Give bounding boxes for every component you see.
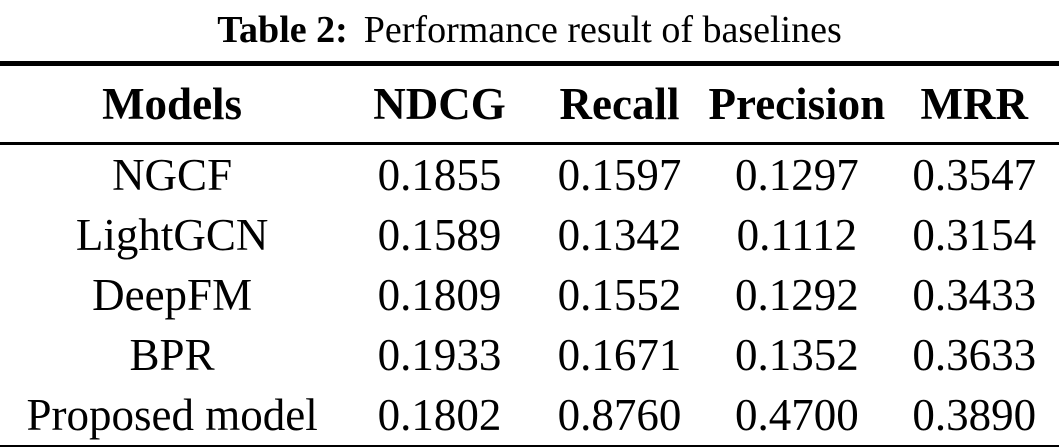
table-caption-text: Performance result of baselines bbox=[363, 9, 842, 51]
column-header-mrr: MRR bbox=[889, 63, 1059, 145]
model-name-cell: BPR bbox=[129, 330, 215, 380]
table-caption: Table 2: Performance result of baselines bbox=[0, 0, 1059, 61]
metric-cell: 0.1292 bbox=[735, 270, 859, 320]
table-row-lightgcn: LightGCN 0.1589 0.1342 0.1112 0.3154 bbox=[0, 205, 1059, 265]
results-table: Models NDCG Recall Precision MRR NGCF 0.… bbox=[0, 61, 1059, 447]
table-caption-label: Table 2: bbox=[217, 9, 348, 51]
model-name-cell: Proposed model bbox=[26, 390, 318, 440]
model-name-cell: DeepFM bbox=[92, 270, 253, 320]
metric-cell: 0.1342 bbox=[557, 210, 682, 260]
model-name-cell: NGCF bbox=[112, 150, 233, 200]
metric-cell: 0.3547 bbox=[912, 150, 1037, 200]
table-row-deepfm: DeepFM 0.1809 0.1552 0.1292 0.3433 bbox=[0, 265, 1059, 325]
metric-cell: 0.8760 bbox=[557, 390, 682, 440]
metric-cell: 0.1589 bbox=[377, 210, 502, 260]
column-header-precision: Precision bbox=[704, 63, 890, 145]
table-row-bpr: BPR 0.1933 0.1671 0.1352 0.3633 bbox=[0, 325, 1059, 385]
metric-cell: 0.1802 bbox=[377, 390, 502, 440]
column-header-recall: Recall bbox=[534, 63, 705, 145]
column-header-models: Models bbox=[0, 63, 345, 145]
metric-cell: 0.1933 bbox=[377, 330, 502, 380]
metric-cell: 0.3633 bbox=[912, 330, 1037, 380]
metric-cell: 0.1597 bbox=[557, 150, 682, 200]
metric-cell: 0.1297 bbox=[735, 150, 859, 200]
metric-cell: 0.1809 bbox=[377, 270, 502, 320]
metric-cell: 0.1352 bbox=[735, 330, 859, 380]
metric-cell: 0.1112 bbox=[736, 210, 858, 260]
metric-cell: 0.3890 bbox=[912, 390, 1037, 440]
metric-cell: 0.3154 bbox=[912, 210, 1037, 260]
metric-cell: 0.1552 bbox=[557, 270, 682, 320]
header-row: Models NDCG Recall Precision MRR bbox=[0, 63, 1059, 145]
table-row-ngcf: NGCF 0.1855 0.1597 0.1297 0.3547 bbox=[0, 144, 1059, 206]
metric-cell: 0.1671 bbox=[557, 330, 682, 380]
column-header-ndcg: NDCG bbox=[344, 63, 535, 145]
model-name-cell: LightGCN bbox=[75, 210, 269, 260]
metric-cell: 0.3433 bbox=[912, 270, 1037, 320]
metric-cell: 0.1855 bbox=[377, 150, 502, 200]
table-row-proposed-model: Proposed model 0.1802 0.8760 0.4700 0.38… bbox=[0, 385, 1059, 447]
metric-cell: 0.4700 bbox=[735, 390, 859, 440]
